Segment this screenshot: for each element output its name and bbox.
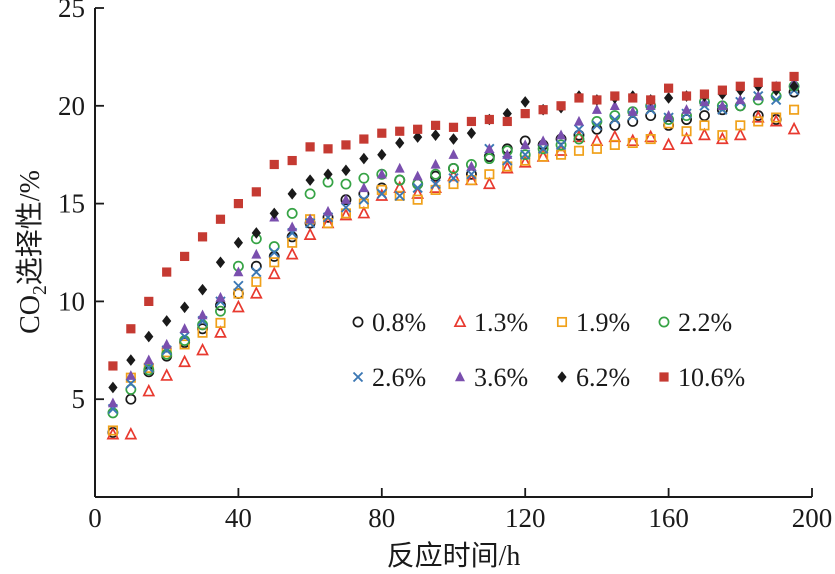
x-axis-label: 反应时间/h — [386, 541, 521, 572]
x-tick-label: 80 — [368, 503, 395, 533]
legend-label: 10.6% — [678, 363, 745, 392]
legend-label: 1.9% — [576, 308, 630, 337]
y-tick-label: 25 — [58, 0, 85, 23]
axes — [94, 8, 812, 498]
y-tick-label: 5 — [72, 384, 86, 414]
x-tick-label: 200 — [792, 503, 833, 533]
legend-label: 2.6% — [372, 363, 426, 392]
legend-label: 0.8% — [372, 308, 426, 337]
series-6.2% — [108, 80, 799, 394]
legend-label: 3.6% — [474, 363, 528, 392]
legend-item-6.2%: 6.2% — [557, 363, 630, 392]
legend-item-3.6%: 3.6% — [455, 363, 528, 392]
y-axis: 5 10 15 20 25 — [58, 0, 104, 414]
legend-item-0.8%: 0.8% — [352, 308, 426, 337]
legend-item-1.9%: 1.9% — [556, 308, 630, 337]
x-tick-label: 160 — [648, 503, 689, 533]
x-tick-label: 120 — [505, 503, 546, 533]
y-tick-label: 15 — [58, 189, 85, 219]
y-axis-label: CO2选择性/% — [8, 170, 52, 334]
y-tick-label: 20 — [58, 91, 85, 121]
legend: 0.8% 1.3% 1.9% 2.2% 2.6% 3.6% 6.2% 10.6% — [352, 308, 745, 392]
legend-item-1.3%: 1.3% — [453, 308, 528, 337]
legend-item-2.6%: 2.6% — [352, 363, 426, 392]
legend-item-2.2%: 2.2% — [658, 308, 732, 337]
series-10.6% — [108, 71, 799, 371]
legend-label: 2.2% — [678, 308, 732, 337]
legend-item-10.6%: 10.6% — [659, 363, 745, 392]
y-axis-label-sub: 2 — [29, 285, 51, 295]
y-axis-label-post: 选择性/% — [15, 170, 47, 286]
y-axis-label-pre: CO — [15, 295, 47, 334]
x-axis: 0 40 80 120 160 200 — [88, 488, 832, 533]
x-tick-label: 40 — [225, 503, 252, 533]
x-tick-label: 0 — [88, 503, 102, 533]
y-tick-label: 10 — [58, 286, 85, 316]
legend-label: 6.2% — [576, 363, 630, 392]
legend-label: 1.3% — [474, 308, 528, 337]
